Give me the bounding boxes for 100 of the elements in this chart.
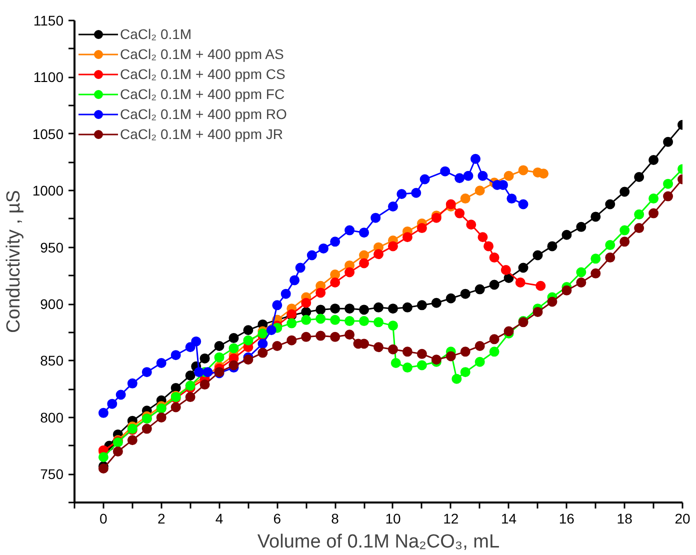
- point: [316, 304, 326, 315]
- point: [142, 367, 152, 378]
- point: [330, 236, 340, 247]
- point: [416, 348, 427, 359]
- point: [489, 346, 500, 357]
- legend-label: CaCl₂ 0.1M + 400 ppm RO: [120, 106, 287, 122]
- legend-label: CaCl₂ 0.1M: [120, 26, 192, 42]
- point: [359, 258, 370, 268]
- y-tick-label: 800: [40, 409, 64, 426]
- point: [266, 325, 276, 336]
- point: [648, 155, 659, 165]
- point: [576, 267, 586, 278]
- point: [191, 336, 202, 346]
- point: [228, 333, 239, 344]
- point: [402, 362, 412, 373]
- point: [228, 343, 239, 354]
- point: [474, 356, 485, 367]
- point: [620, 236, 630, 247]
- point: [466, 220, 476, 230]
- point: [402, 302, 412, 312]
- point: [538, 168, 549, 179]
- point: [170, 350, 181, 360]
- point: [416, 360, 427, 370]
- point: [306, 250, 317, 260]
- point: [142, 424, 152, 434]
- point: [416, 223, 427, 234]
- y-tick-label: 1150: [33, 12, 64, 28]
- point: [388, 304, 398, 314]
- point: [374, 317, 384, 328]
- point: [374, 342, 384, 352]
- x-axis-title: Volume of 0.1M Na₂CO₃, mL: [257, 532, 500, 552]
- point: [474, 186, 485, 196]
- point: [318, 243, 328, 254]
- x-tick-label: 8: [331, 510, 340, 526]
- point: [243, 335, 254, 346]
- y-tick-label: 1100: [33, 69, 64, 86]
- point: [532, 306, 543, 317]
- x-tick-label: 10: [385, 510, 401, 526]
- point: [463, 170, 474, 181]
- point: [562, 230, 572, 240]
- point: [663, 178, 674, 189]
- x-tick-label: 4: [215, 510, 224, 526]
- y-axis-title: Conductivity , µS: [3, 190, 24, 333]
- point: [489, 252, 500, 263]
- point: [454, 173, 465, 184]
- point: [460, 288, 470, 299]
- point: [156, 412, 166, 422]
- point: [416, 300, 427, 310]
- point: [258, 338, 268, 349]
- x-tick-label: 12: [443, 510, 459, 526]
- y-tick-label: 900: [40, 296, 64, 312]
- point: [454, 208, 465, 218]
- point: [460, 194, 470, 204]
- legend-label: CaCl₂ 0.1M + 400 ppm FC: [120, 86, 285, 102]
- point: [344, 225, 355, 236]
- point: [515, 277, 526, 288]
- point: [107, 398, 118, 409]
- point: [243, 354, 254, 365]
- point: [518, 165, 528, 176]
- point: [316, 288, 326, 298]
- point: [359, 316, 370, 326]
- point: [518, 199, 528, 210]
- y-tick-label: 1050: [32, 126, 64, 142]
- point: [500, 265, 511, 275]
- point: [127, 378, 138, 388]
- point: [620, 186, 630, 197]
- point: [440, 166, 450, 176]
- point: [370, 212, 381, 223]
- y-tick-label: 750: [40, 466, 64, 482]
- point: [489, 334, 500, 344]
- x-tick-label: 14: [501, 510, 517, 526]
- point: [286, 318, 297, 328]
- point: [478, 232, 488, 242]
- point: [504, 170, 514, 181]
- point: [330, 314, 340, 325]
- point: [272, 341, 282, 351]
- point: [388, 320, 398, 331]
- point: [98, 452, 108, 462]
- point: [620, 225, 630, 236]
- point: [344, 304, 355, 314]
- point: [359, 228, 370, 238]
- point: [663, 136, 674, 147]
- point: [214, 341, 224, 351]
- point: [663, 191, 674, 202]
- point: [474, 341, 485, 351]
- point: [547, 296, 558, 307]
- point: [359, 304, 370, 315]
- point: [446, 351, 456, 362]
- x-tick-label: 20: [674, 510, 690, 526]
- point: [518, 262, 528, 273]
- point: [431, 298, 442, 308]
- point: [411, 188, 422, 198]
- point: [316, 330, 326, 341]
- point: [536, 280, 546, 291]
- point: [316, 314, 326, 324]
- point: [185, 342, 196, 352]
- point: [648, 194, 659, 204]
- point: [605, 252, 616, 263]
- point: [344, 267, 355, 278]
- point: [484, 241, 494, 252]
